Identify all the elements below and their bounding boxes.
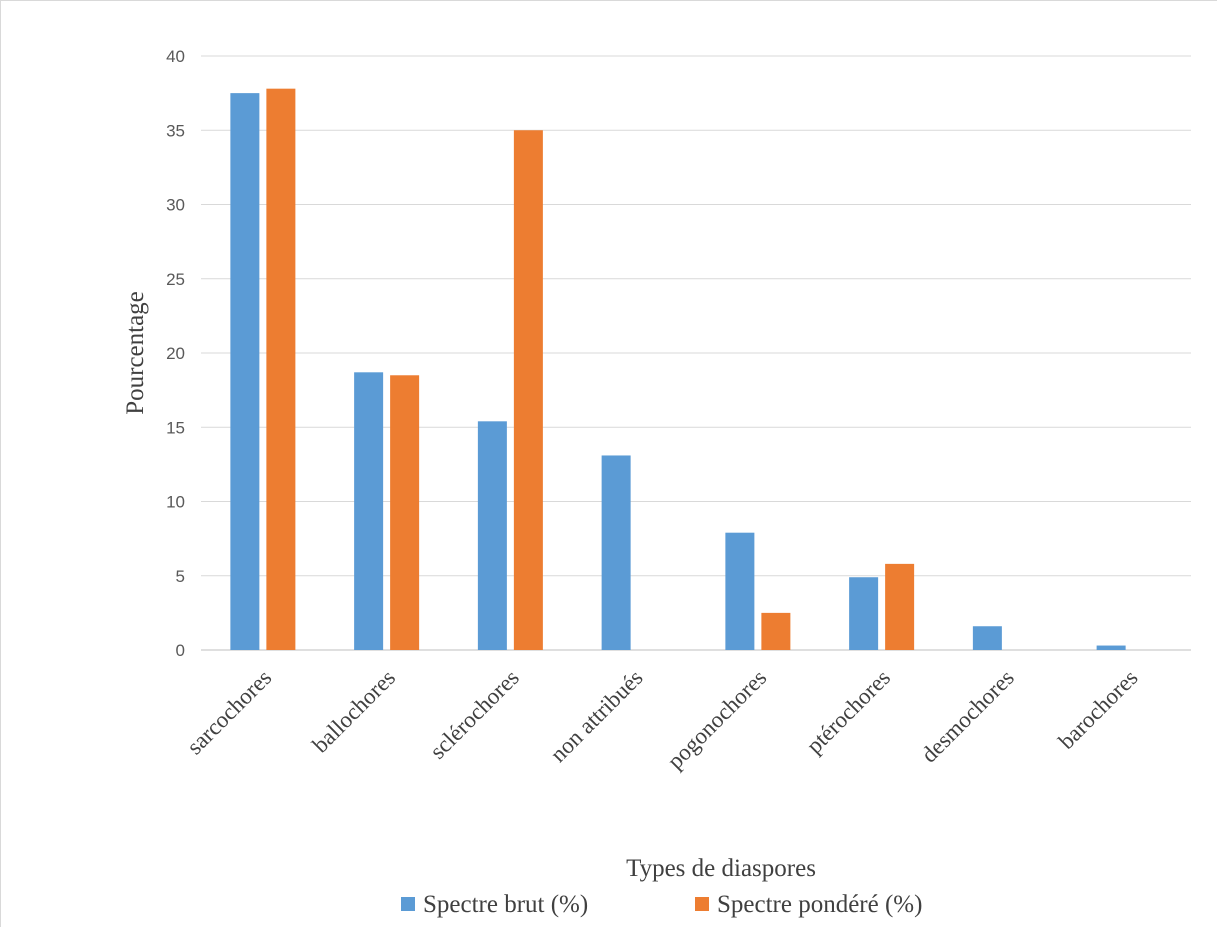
x-category-label: pogonochores xyxy=(662,665,771,774)
y-tick-label: 15 xyxy=(166,418,185,437)
bar-pondere-0 xyxy=(266,88,296,651)
legend-label-pondere: Spectre pondéré (%) xyxy=(717,891,922,918)
y-tick-label: 0 xyxy=(176,641,185,660)
y-tick-label: 20 xyxy=(166,344,185,363)
legend-label-brut: Spectre brut (%) xyxy=(423,891,588,918)
bars xyxy=(230,88,1126,651)
bar-brut-0 xyxy=(230,93,260,650)
x-axis-title: Types de diaspores xyxy=(626,855,816,882)
y-tick-label: 25 xyxy=(166,270,185,289)
y-axis-title: Pourcentage xyxy=(122,291,149,415)
bar-brut-4 xyxy=(725,532,755,650)
bar-brut-6 xyxy=(972,626,1002,650)
y-tick-label: 5 xyxy=(176,567,185,586)
legend-swatch-pondere xyxy=(695,897,709,911)
x-category-label: ptérochores xyxy=(802,665,896,759)
y-tick-label: 40 xyxy=(166,47,185,66)
x-category-label: sarcochores xyxy=(182,665,276,759)
bar-pondere-2 xyxy=(513,130,543,650)
bar-brut-2 xyxy=(477,421,507,650)
gridlines xyxy=(201,55,1191,651)
bar-brut-7 xyxy=(1096,645,1126,650)
x-category-label: desmochores xyxy=(916,665,1019,768)
x-category-label: sclérochores xyxy=(425,665,524,764)
bar-pondere-1 xyxy=(390,375,420,650)
y-axis-ticks: 0 5 10 15 20 25 30 35 40 xyxy=(166,47,185,660)
bar-brut-5 xyxy=(849,577,879,650)
y-tick-label: 10 xyxy=(166,493,185,512)
x-category-label: ballochores xyxy=(308,665,401,758)
y-tick-label: 30 xyxy=(166,196,185,215)
x-axis-categories: sarcochores ballochores sclérochores non at… xyxy=(182,665,1143,774)
bar-pondere-5 xyxy=(885,563,915,650)
y-tick-label: 35 xyxy=(166,121,185,140)
bar-pondere-4 xyxy=(761,612,791,650)
x-category-label: barochores xyxy=(1054,665,1143,754)
legend-swatch-brut xyxy=(401,897,415,911)
x-category-label: non attribués xyxy=(546,665,648,767)
bar-brut-1 xyxy=(354,372,384,650)
bar-brut-3 xyxy=(601,455,631,650)
legend: Spectre brut (%) Spectre pondéré (%) xyxy=(401,891,922,918)
